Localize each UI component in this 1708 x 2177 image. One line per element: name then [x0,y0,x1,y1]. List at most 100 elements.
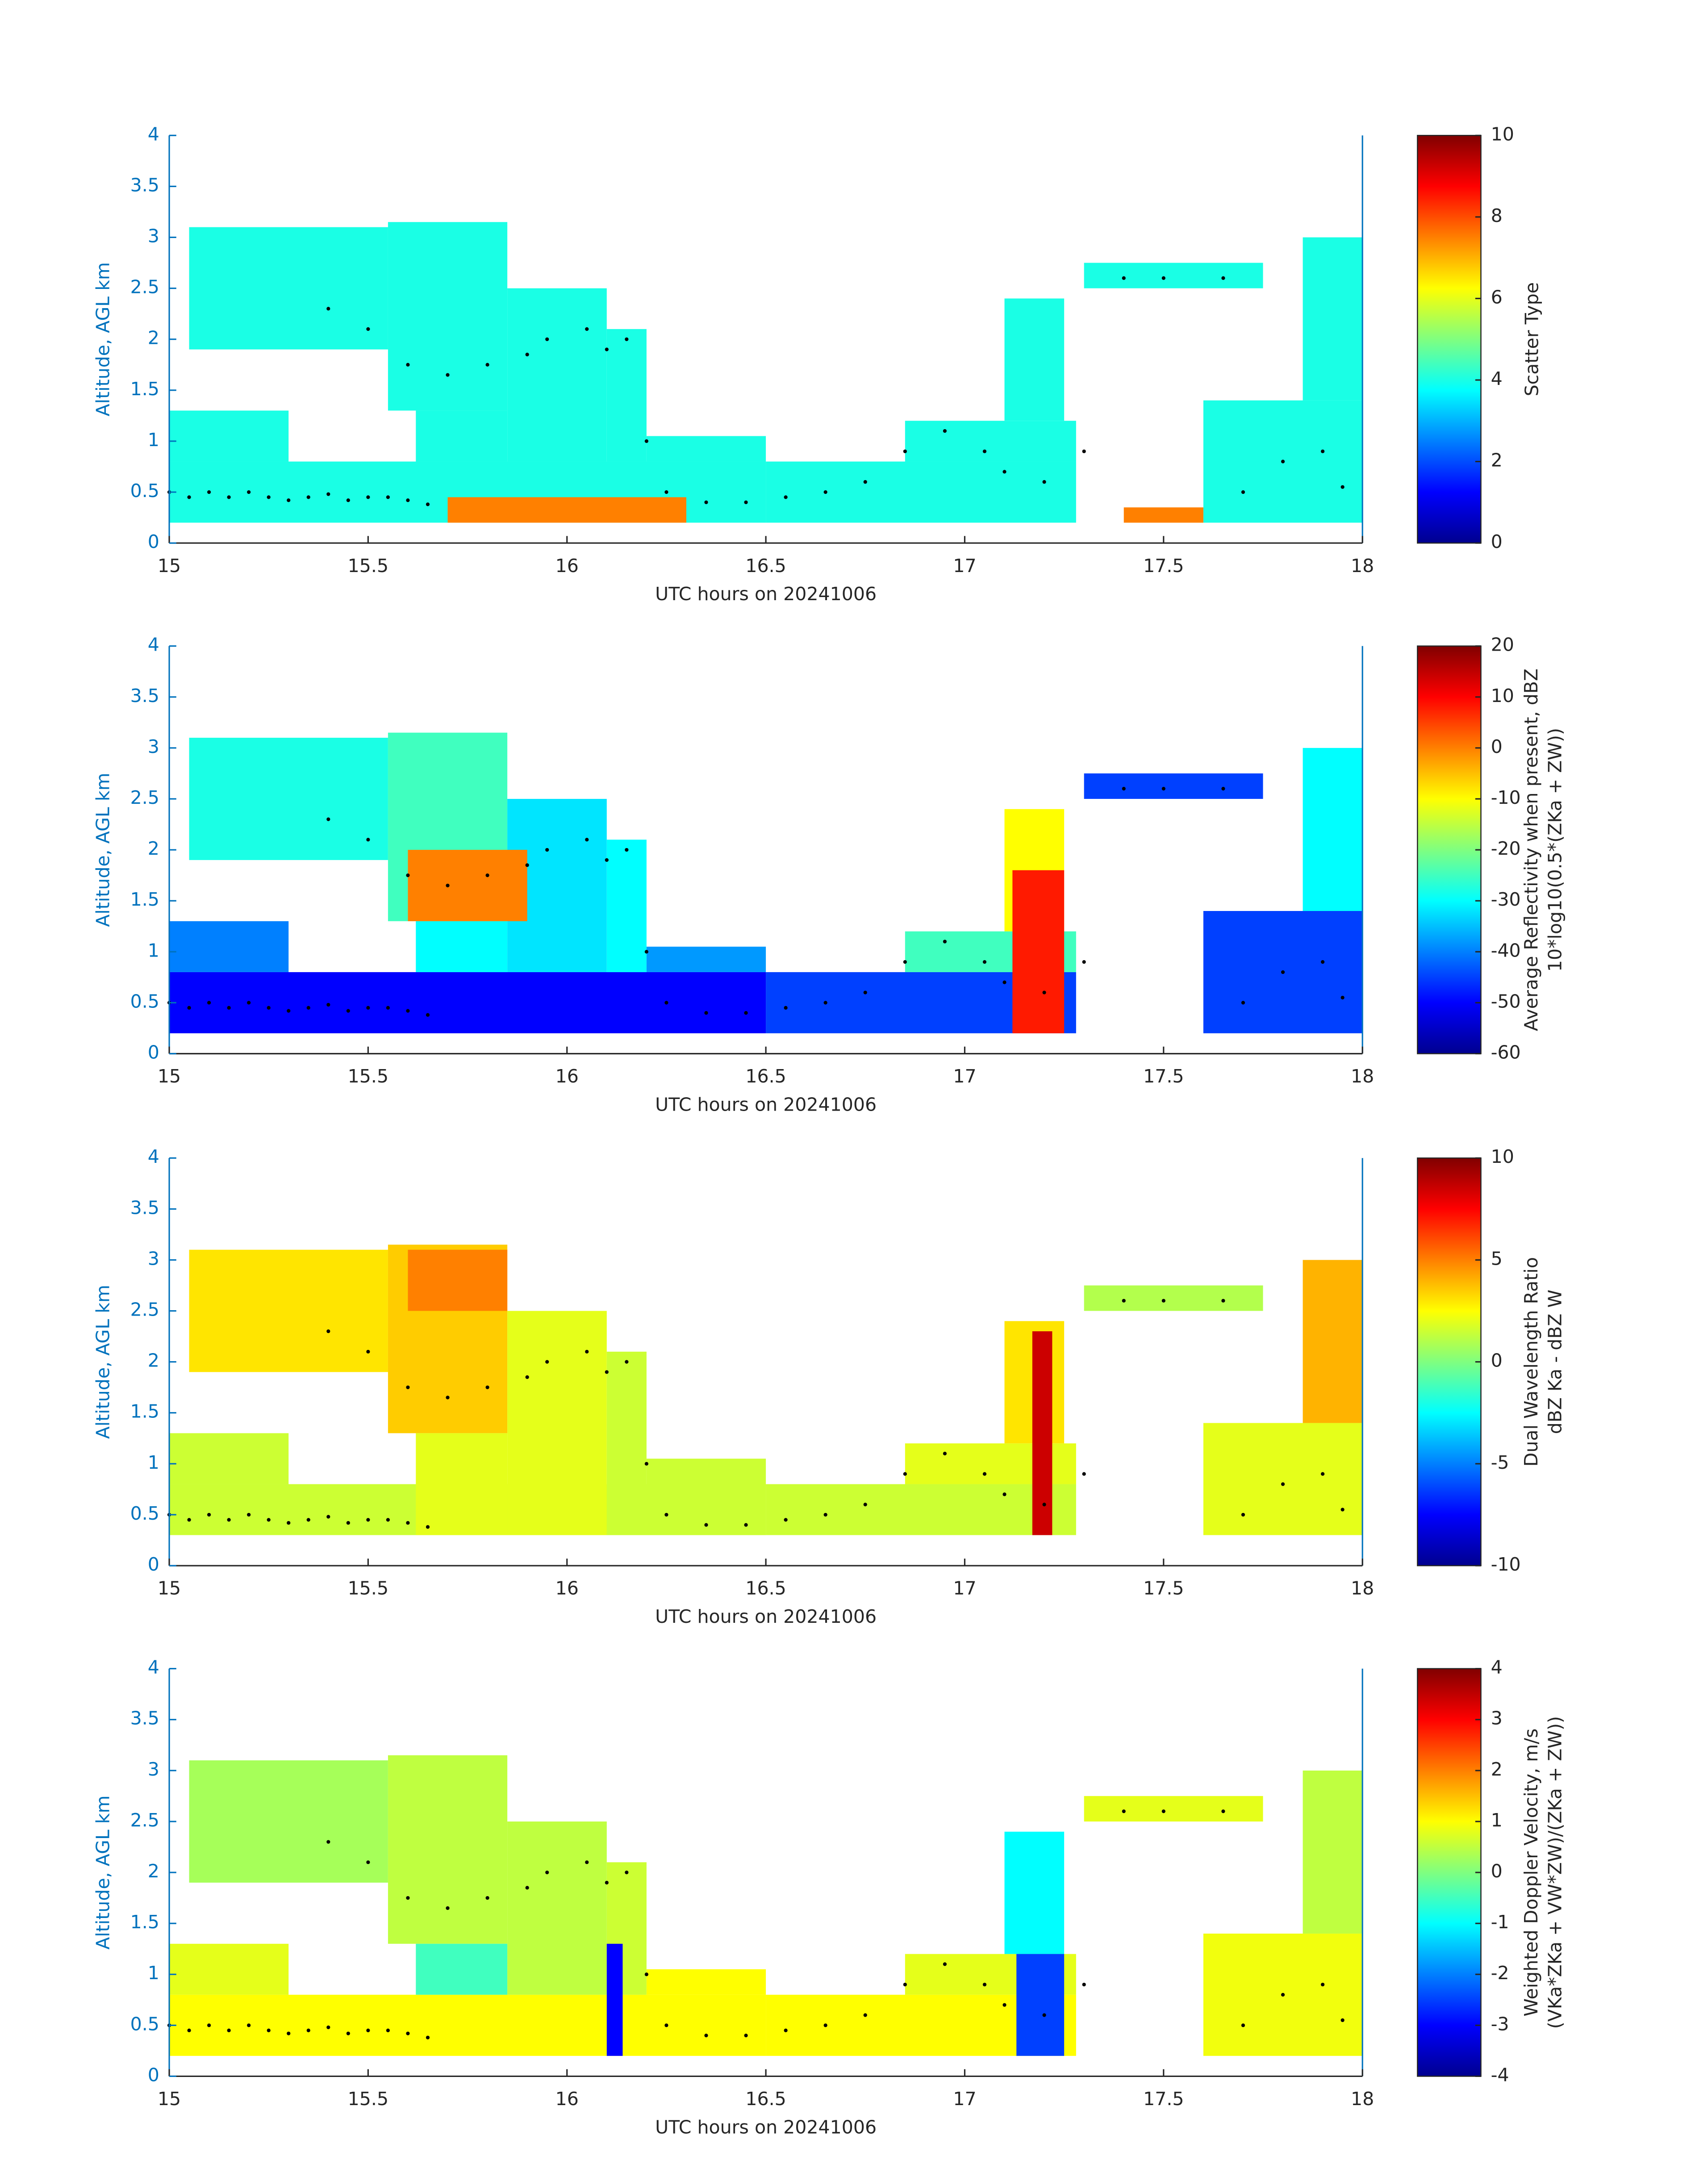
profile-point [446,1906,450,1910]
profile-point [267,1518,271,1522]
x-axis-label: UTC hours on 20241006 [655,1094,877,1115]
profile-point [485,363,489,367]
data-cell [169,410,289,462]
profile-point [306,1006,310,1010]
x-tick-label: 15 [158,2088,181,2110]
colorbar-label: Weighted Doppler Velocity, m/s [1520,1728,1542,2016]
y-tick-label: 1.5 [130,1401,159,1422]
data-cell [1303,1260,1363,1423]
y-tick-label: 0.5 [130,2013,159,2035]
data-cell [606,1943,623,2056]
x-tick-label: 18 [1351,1066,1374,1087]
profile-point [326,1515,330,1519]
profile-point [1281,1993,1285,1997]
profile-point [525,352,529,357]
profile-point [227,495,231,499]
profile-point [863,2013,867,2017]
x-tick-label: 17 [953,2088,976,2110]
profile-point [406,1385,410,1389]
profile-point [903,960,907,964]
colorbar-tick-label: 10 [1491,685,1514,706]
y-tick-label: 0 [148,531,159,552]
profile-point [1341,2018,1345,2022]
y-tick-label: 4 [148,1146,159,1167]
panel: 15 15.5 16 16.5 17 17.5 18 0 0.5 1 1.5 2 2.5 3 3.5 4 UTC… [92,1146,1566,1627]
data-cell [408,850,527,921]
x-tick-label: 17.5 [1143,2088,1184,2110]
profile-point [585,327,589,331]
profile-point [664,1513,668,1517]
data-cell [1303,237,1363,401]
data-cell [507,1311,607,1535]
profile-point [545,848,549,852]
profile-point [1221,1809,1225,1813]
data-cell [1016,1954,1065,2056]
colorbar-tick-label: -2 [1491,1962,1509,1984]
x-tick-label: 18 [1351,2088,1374,2110]
profile-point [287,498,291,502]
x-tick-label: 15.5 [348,1578,388,1599]
profile-point [406,873,410,877]
profile-point [823,1513,827,1517]
profile-point [943,940,947,944]
profile-point [982,960,987,964]
profile-point [227,1006,231,1010]
data-cell [606,329,647,462]
profile-point [982,1982,987,1987]
profile-point [664,1001,668,1005]
panel: 15 15.5 16 16.5 17 17.5 18 0 0.5 1 1.5 2 2.5 3 3.5 4 UTC… [92,1657,1566,2138]
colorbar [1417,1157,1482,1567]
x-tick-label: 15.5 [348,1066,388,1087]
profile-point [1161,787,1165,791]
colorbar-label: dBZ Ka - dBZ W [1544,1290,1566,1434]
x-tick-label: 17.5 [1143,1066,1184,1087]
profile-point [1320,449,1325,453]
profile-point [1161,276,1165,280]
colorbar-tick-label: -40 [1491,940,1521,961]
data-cell [646,1969,766,1995]
colorbar [1417,135,1482,544]
profile-point [644,1462,648,1466]
colorbar-label: (VKa*ZKa + VW*ZW)/(ZKa + ZW)) [1544,1716,1566,2029]
colorbar-tick-label: 20 [1491,634,1514,656]
profile-point [784,1006,788,1010]
profile-point [406,1009,410,1013]
profile-point [485,1385,489,1389]
profile-point [326,2025,330,2029]
y-tick-label: 2 [148,838,159,859]
profile-point [545,1360,549,1364]
profile-point [863,480,867,484]
profile-point [943,1451,947,1456]
profile-point [386,1518,390,1522]
colorbar-tick-label: 10 [1491,1146,1514,1167]
colorbar-tick-label: 0 [1491,531,1503,552]
profile-point [823,490,827,494]
y-tick-label: 2 [148,327,159,349]
profile-point [446,373,450,377]
profile-point [1042,990,1046,994]
x-tick-label: 15 [158,555,181,577]
profile-point [1161,1809,1165,1813]
colorbar [1417,645,1482,1054]
profile-point [1320,960,1325,964]
y-tick-label: 4 [148,123,159,145]
data-cell [646,946,766,972]
profile-point [1042,1503,1046,1507]
colorbar-tick-label: -50 [1491,990,1521,1012]
data-cell [1032,1331,1052,1535]
profile-point [426,502,430,506]
x-tick-label: 17 [953,1578,976,1599]
y-tick-label: 2.5 [130,1809,159,1831]
x-axis-label: UTC hours on 20241006 [655,2116,877,2138]
y-tick-label: 1.5 [130,378,159,400]
data-cell [189,1760,388,1883]
profile-point [625,848,629,852]
x-axis-label: UTC hours on 20241006 [655,1606,877,1627]
y-tick-label: 2 [148,1350,159,1371]
profile-point [326,1329,330,1333]
y-tick-label: 0.5 [130,480,159,501]
data-cell [189,1249,388,1372]
data-cell [1084,1285,1263,1311]
colorbar [1417,1668,1482,2077]
colorbar-tick-label: -60 [1491,1041,1521,1063]
